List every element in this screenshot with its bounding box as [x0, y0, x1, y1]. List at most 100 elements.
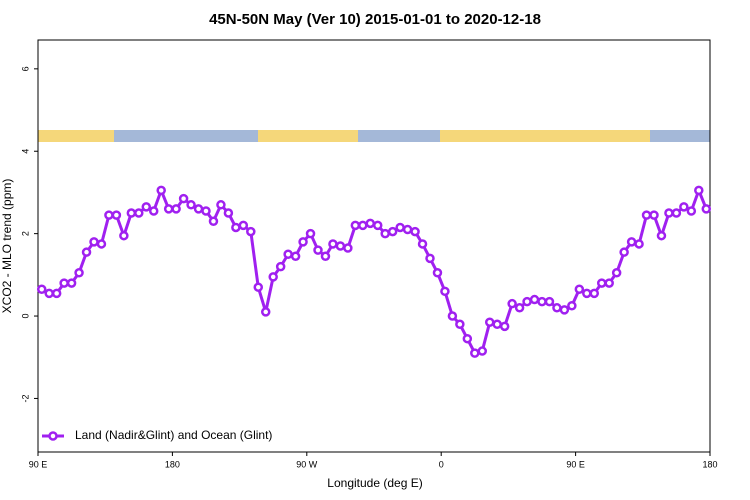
data-point [275, 261, 286, 272]
x-tick-label: 180 [165, 459, 180, 469]
data-point [253, 282, 264, 292]
data-point [425, 253, 435, 264]
data-point [104, 210, 114, 220]
data-point [641, 210, 652, 220]
data-point [679, 202, 689, 212]
data-point [634, 239, 644, 249]
data-point [283, 249, 293, 259]
data-point [522, 296, 532, 307]
x-tick-label: 0 [439, 459, 444, 469]
data-point [589, 288, 600, 299]
data-point [686, 206, 697, 216]
data-point [328, 239, 338, 249]
data-point [134, 208, 144, 218]
plot-frame [37, 39, 711, 453]
data-point [537, 296, 547, 307]
x-tick-label: 180 [702, 459, 717, 469]
data-point [567, 300, 577, 311]
data-point [671, 208, 682, 218]
data-point [178, 193, 189, 204]
data-point [507, 298, 517, 309]
data-point [81, 247, 92, 257]
data-point [574, 284, 585, 295]
data-point [59, 278, 69, 288]
data-point [246, 226, 256, 237]
data-point [156, 185, 166, 196]
data-point [74, 268, 84, 278]
data-point [701, 204, 712, 214]
data-point [96, 239, 107, 249]
data-point [387, 226, 398, 237]
data-point [477, 346, 488, 356]
data-point [320, 251, 331, 262]
x-tick-label: 90 E [29, 459, 48, 469]
legend-label: Land (Nadir&Glint) and Ocean (Glint) [75, 428, 272, 442]
data-point [223, 208, 234, 218]
data-point [484, 317, 495, 327]
x-axis-label: Longitude (deg E) [327, 476, 422, 490]
data-point [417, 239, 428, 249]
data-point [163, 204, 174, 214]
data-point [260, 307, 271, 317]
data-point [656, 230, 667, 241]
y-tick-label: 0 [20, 314, 30, 319]
data-point [238, 220, 249, 231]
data-point [171, 204, 181, 214]
legend-marker [48, 431, 58, 441]
data-point [343, 243, 353, 253]
data-point [290, 251, 301, 262]
data-point [111, 210, 122, 220]
data-point [119, 230, 129, 241]
data-point [492, 319, 502, 330]
data-point [664, 208, 674, 218]
data-point [455, 319, 465, 330]
data-point [611, 268, 622, 278]
data-point [626, 237, 637, 247]
data-point [499, 321, 510, 332]
data-point [544, 296, 555, 307]
data-point [268, 272, 278, 282]
data-point [582, 288, 592, 299]
data-point [529, 294, 540, 305]
data-point [596, 278, 607, 288]
data-point [298, 237, 308, 247]
data-point [470, 348, 480, 358]
data-point [305, 228, 316, 239]
land-ocean-strip [38, 130, 710, 142]
y-tick-label: 4 [20, 149, 30, 154]
data-point [193, 204, 204, 214]
data-point [126, 208, 137, 218]
data-point [186, 200, 196, 210]
data-point [141, 202, 152, 212]
data-point [395, 222, 405, 233]
data-point [216, 200, 226, 210]
data-point [335, 241, 346, 251]
y-tick-label: 2 [20, 231, 30, 236]
data-point [66, 278, 77, 288]
y-tick-label: 6 [20, 66, 30, 71]
data-point [604, 278, 614, 288]
data-point [208, 216, 219, 227]
data-point [402, 224, 413, 235]
data-point [552, 303, 562, 313]
data-point [313, 245, 323, 255]
data-point [440, 286, 450, 297]
data-point [231, 222, 241, 233]
data-point [432, 268, 443, 278]
data-point [89, 237, 99, 247]
data-point [380, 228, 390, 239]
y-axis-label: XCO2 - MLO trend (ppm) [0, 179, 14, 314]
data-point [410, 226, 420, 237]
x-tick-label: 90 W [296, 459, 318, 469]
data-point [201, 206, 211, 216]
data-point [148, 206, 159, 216]
data-point [365, 218, 376, 229]
data-point [350, 220, 361, 231]
data-point [649, 210, 659, 220]
data-point [36, 284, 47, 295]
data-point [51, 288, 62, 299]
data-point [694, 185, 704, 196]
data-point [447, 311, 458, 321]
chart-title: 45N-50N May (Ver 10) 2015-01-01 to 2020-… [209, 11, 541, 28]
